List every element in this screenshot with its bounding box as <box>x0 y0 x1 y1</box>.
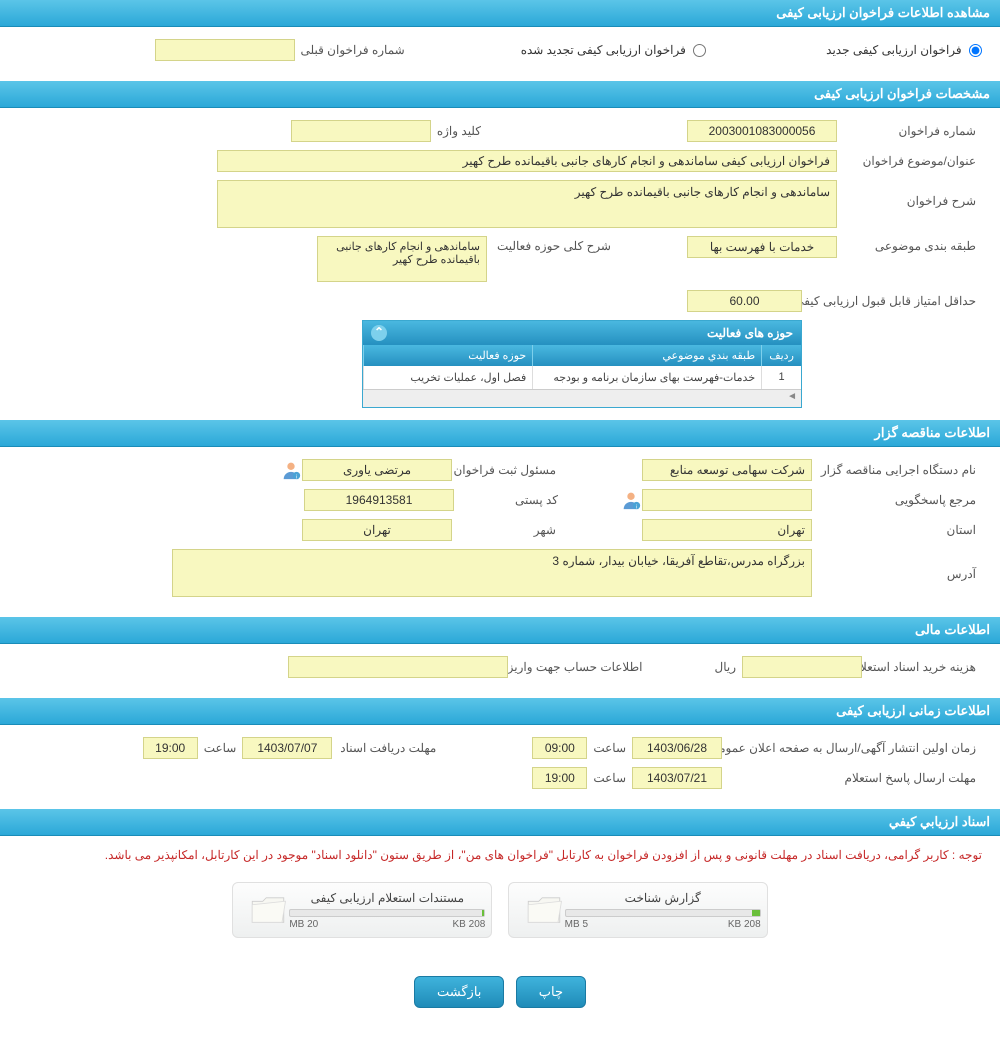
reply-time: 19:00 <box>532 767 587 789</box>
min-score-label: حداقل امتیاز قابل قبول ارزیابی کیفی <box>802 291 982 311</box>
prev-call-label: شماره فراخوان قبلی <box>295 40 411 60</box>
radio-new[interactable] <box>969 44 982 57</box>
section4-body: هزینه خرید اسناد استعلام ارزیابی کیفی ری… <box>0 644 1000 698</box>
collapse-icon[interactable]: ⌃ <box>371 325 387 341</box>
file2-max: 20 MB <box>289 919 318 930</box>
back-button[interactable]: بازگشت <box>414 976 504 1008</box>
activity-title-text: حوزه های فعالیت <box>707 326 793 340</box>
call-no-label: شماره فراخوان <box>837 121 982 141</box>
cell-act: فصل اول، عملیات تخریب <box>363 366 532 389</box>
saat-label-1: ساعت <box>587 738 632 758</box>
call-no-value: 2003001083000056 <box>687 120 837 142</box>
file2-bar <box>289 909 485 917</box>
pub-label: زمان اولین انتشار آگهی/ارسال به صفحه اعل… <box>722 738 982 758</box>
radio-renewed-text: فراخوان ارزیابی کیفی تجدید شده <box>521 43 686 57</box>
file1-size: 208 KB <box>728 919 761 930</box>
reg-value: مرتضی یاوری <box>302 459 452 481</box>
addr-value: بزرگراه مدرس،تقاطع آفریقا، خیابان بیدار،… <box>172 549 812 597</box>
desc-value: ساماندهی و انجام کارهای جانبی باقیمانده … <box>217 180 837 228</box>
resp-value <box>642 489 812 511</box>
section3-body: نام دستگاه اجرایی مناقصه گزار شرکت سهامی… <box>0 447 1000 617</box>
file1-max: 5 MB <box>565 919 588 930</box>
rial-label: ریال <box>708 657 742 677</box>
addr-label: آدرس <box>812 549 982 584</box>
section4-header: اطلاعات مالی <box>0 617 1000 644</box>
radio-renewed[interactable] <box>693 44 706 57</box>
post-value: 1964913581 <box>304 489 454 511</box>
class-value: خدمات با فهرست بها <box>687 236 837 258</box>
person-icon: i <box>280 459 302 481</box>
city-value: تهران <box>302 519 452 541</box>
org-value: شرکت سهامی توسعه منابع <box>642 459 812 481</box>
activity-title: حوزه های فعالیت ⌃ <box>363 321 801 345</box>
section1-body: فراخوان ارزیابی کیفی جدید فراخوان ارزیاب… <box>0 27 1000 81</box>
file2-name: مستندات استعلام ارزیابی کیفی <box>289 891 485 905</box>
print-button[interactable]: چاپ <box>516 976 586 1008</box>
section5-body: زمان اولین انتشار آگهی/ارسال به صفحه اعل… <box>0 725 1000 809</box>
activity-head: ردیف طبقه بندي موضوعي حوزه فعاليت <box>363 345 801 366</box>
prev-call-value <box>155 39 295 61</box>
account-label: اطلاعات حساب جهت واریز هزینه خرید اسناد <box>508 657 648 677</box>
cost-value <box>742 656 862 678</box>
file1-bar <box>565 909 761 917</box>
file1-name: گزارش شناخت <box>565 891 761 905</box>
desc-label: شرح فراخوان <box>837 180 982 211</box>
post-label: کد پستی <box>454 490 564 510</box>
pub-date: 1403/06/28 <box>632 737 722 759</box>
pub-time: 09:00 <box>532 737 587 759</box>
radio-new-text: فراخوان ارزیابی کیفی جدید <box>826 43 961 57</box>
cost-label: هزینه خرید اسناد استعلام ارزیابی کیفی <box>862 657 982 677</box>
cell-idx: 1 <box>761 366 801 389</box>
activity-table: حوزه های فعالیت ⌃ ردیف طبقه بندي موضوعي … <box>362 320 802 408</box>
section5-header: اطلاعات زمانی ارزیابی کیفی <box>0 698 1000 725</box>
button-bar: چاپ بازگشت <box>0 956 1000 1038</box>
file-card-1[interactable]: گزارش شناخت 208 KB 5 MB <box>508 882 768 938</box>
subject-value: فراخوان ارزیابی کیفی ساماندهی و انجام کا… <box>217 150 837 172</box>
scope-label: شرح کلی حوزه فعالیت <box>487 236 617 256</box>
subject-label: عنوان/موضوع فراخوان <box>837 151 982 171</box>
account-value <box>288 656 508 678</box>
deadline-time: 19:00 <box>143 737 198 759</box>
section6-body: توجه : کاربر گرامی، دریافت اسناد در مهلت… <box>0 836 1000 956</box>
person-icon-2: i <box>620 489 642 511</box>
saat-label-3: ساعت <box>587 768 632 788</box>
activity-scrollbar[interactable] <box>363 389 801 407</box>
org-label: نام دستگاه اجرایی مناقصه گزار <box>812 460 982 480</box>
prov-label: استان <box>812 520 982 540</box>
section2-body: شماره فراخوان 2003001083000056 کلید واژه… <box>0 108 1000 420</box>
th-cat: طبقه بندي موضوعي <box>532 345 761 366</box>
deadline-label: مهلت دریافت اسناد <box>332 738 442 758</box>
city-label: شهر <box>452 520 562 540</box>
prov-value: تهران <box>642 519 812 541</box>
radio-new-label[interactable]: فراخوان ارزیابی کیفی جدید <box>826 43 982 57</box>
reg-label: مسئول ثبت فراخوان <box>452 460 562 480</box>
section2-header: مشخصات فراخوان ارزیابی کیفی <box>0 81 1000 108</box>
scope-value: ساماندهی و انجام کارهای جانبی باقیمانده … <box>317 236 487 282</box>
keyword-value <box>291 120 431 142</box>
folder-icon-2 <box>247 889 289 931</box>
file2-size: 208 KB <box>453 919 486 930</box>
note-text: توجه : کاربر گرامی، دریافت اسناد در مهلت… <box>18 848 982 862</box>
radio-renewed-label[interactable]: فراخوان ارزیابی کیفی تجدید شده <box>521 43 706 57</box>
class-label: طبقه بندی موضوعی <box>837 236 982 256</box>
section6-header: اسناد ارزيابي كيفي <box>0 809 1000 836</box>
reply-label: مهلت ارسال پاسخ استعلام <box>722 768 982 788</box>
min-score-value: 60.00 <box>687 290 802 312</box>
saat-label-2: ساعت <box>198 738 243 758</box>
th-idx: ردیف <box>761 345 801 366</box>
section1-header: مشاهده اطلاعات فراخوان ارزیابی کیفی <box>0 0 1000 27</box>
keyword-label: کلید واژه <box>431 121 487 141</box>
file-card-2[interactable]: مستندات استعلام ارزیابی کیفی 208 KB 20 M… <box>232 882 492 938</box>
svg-text:i: i <box>636 504 637 510</box>
folder-icon <box>523 889 565 931</box>
activity-row: 1 خدمات-فهرست بهای سازمان برنامه و بودجه… <box>363 366 801 389</box>
th-act: حوزه فعاليت <box>363 345 532 366</box>
reply-date: 1403/07/21 <box>632 767 722 789</box>
cell-cat: خدمات-فهرست بهای سازمان برنامه و بودجه <box>532 366 761 389</box>
deadline-date: 1403/07/07 <box>242 737 332 759</box>
resp-label: مرجع پاسخگویی <box>812 490 982 510</box>
section3-header: اطلاعات مناقصه گزار <box>0 420 1000 447</box>
svg-text:i: i <box>296 474 297 480</box>
